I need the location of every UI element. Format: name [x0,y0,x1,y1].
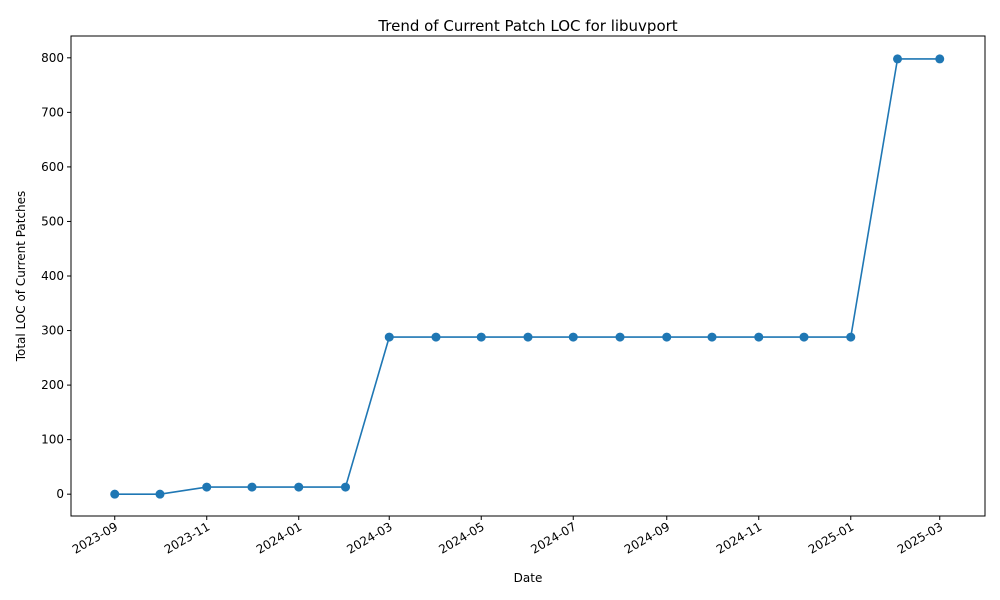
series-line [114,58,940,495]
x-tick-label: 2025-03 [895,519,945,556]
data-point [707,332,717,342]
data-point [935,54,945,64]
data-point [155,489,165,499]
data-point [568,332,578,342]
y-tick-label: 600 [41,160,64,174]
data-point [202,482,212,492]
x-axis: 2023-09 2023-11 2024-01 2024-03 2024-05 2024-… [70,516,945,557]
y-tick-label: 0 [56,487,64,501]
data-point [247,482,257,492]
data-point [431,332,441,342]
data-point [662,332,672,342]
data-point [846,332,856,342]
data-point [341,482,351,492]
y-tick-label: 800 [41,51,64,65]
x-axis-label: Date [514,571,543,585]
data-points [110,54,945,499]
x-tick-label: 2024-11 [714,519,764,556]
y-axis-label: Total LOC of Current Patches [14,191,28,363]
data-point [294,482,304,492]
data-point [615,332,625,342]
x-tick-label: 2024-07 [528,519,578,556]
data-point [384,332,394,342]
y-tick-label: 400 [41,269,64,283]
x-tick-label: 2024-05 [436,519,486,556]
x-tick-label: 2025-01 [806,519,856,556]
y-tick-label: 700 [41,105,64,119]
data-point [523,332,533,342]
y-tick-label: 500 [41,214,64,228]
y-tick-label: 200 [41,378,64,392]
y-tick-label: 100 [41,433,64,447]
plot-frame [70,35,986,517]
x-tick-label: 2024-01 [254,519,304,556]
chart-title: Trend of Current Patch LOC for libuvport [377,17,677,35]
x-tick-label: 2023-09 [70,519,120,556]
y-axis: 0 100 200 300 400 500 600 700 800 [41,51,71,501]
x-tick-label: 2024-03 [344,519,394,556]
data-point [799,332,809,342]
x-tick-label: 2023-11 [162,519,212,556]
data-point [476,332,486,342]
data-point [110,489,120,499]
y-tick-label: 300 [41,324,64,338]
data-point [754,332,764,342]
data-point [893,54,903,64]
x-tick-label: 2024-09 [622,519,672,556]
